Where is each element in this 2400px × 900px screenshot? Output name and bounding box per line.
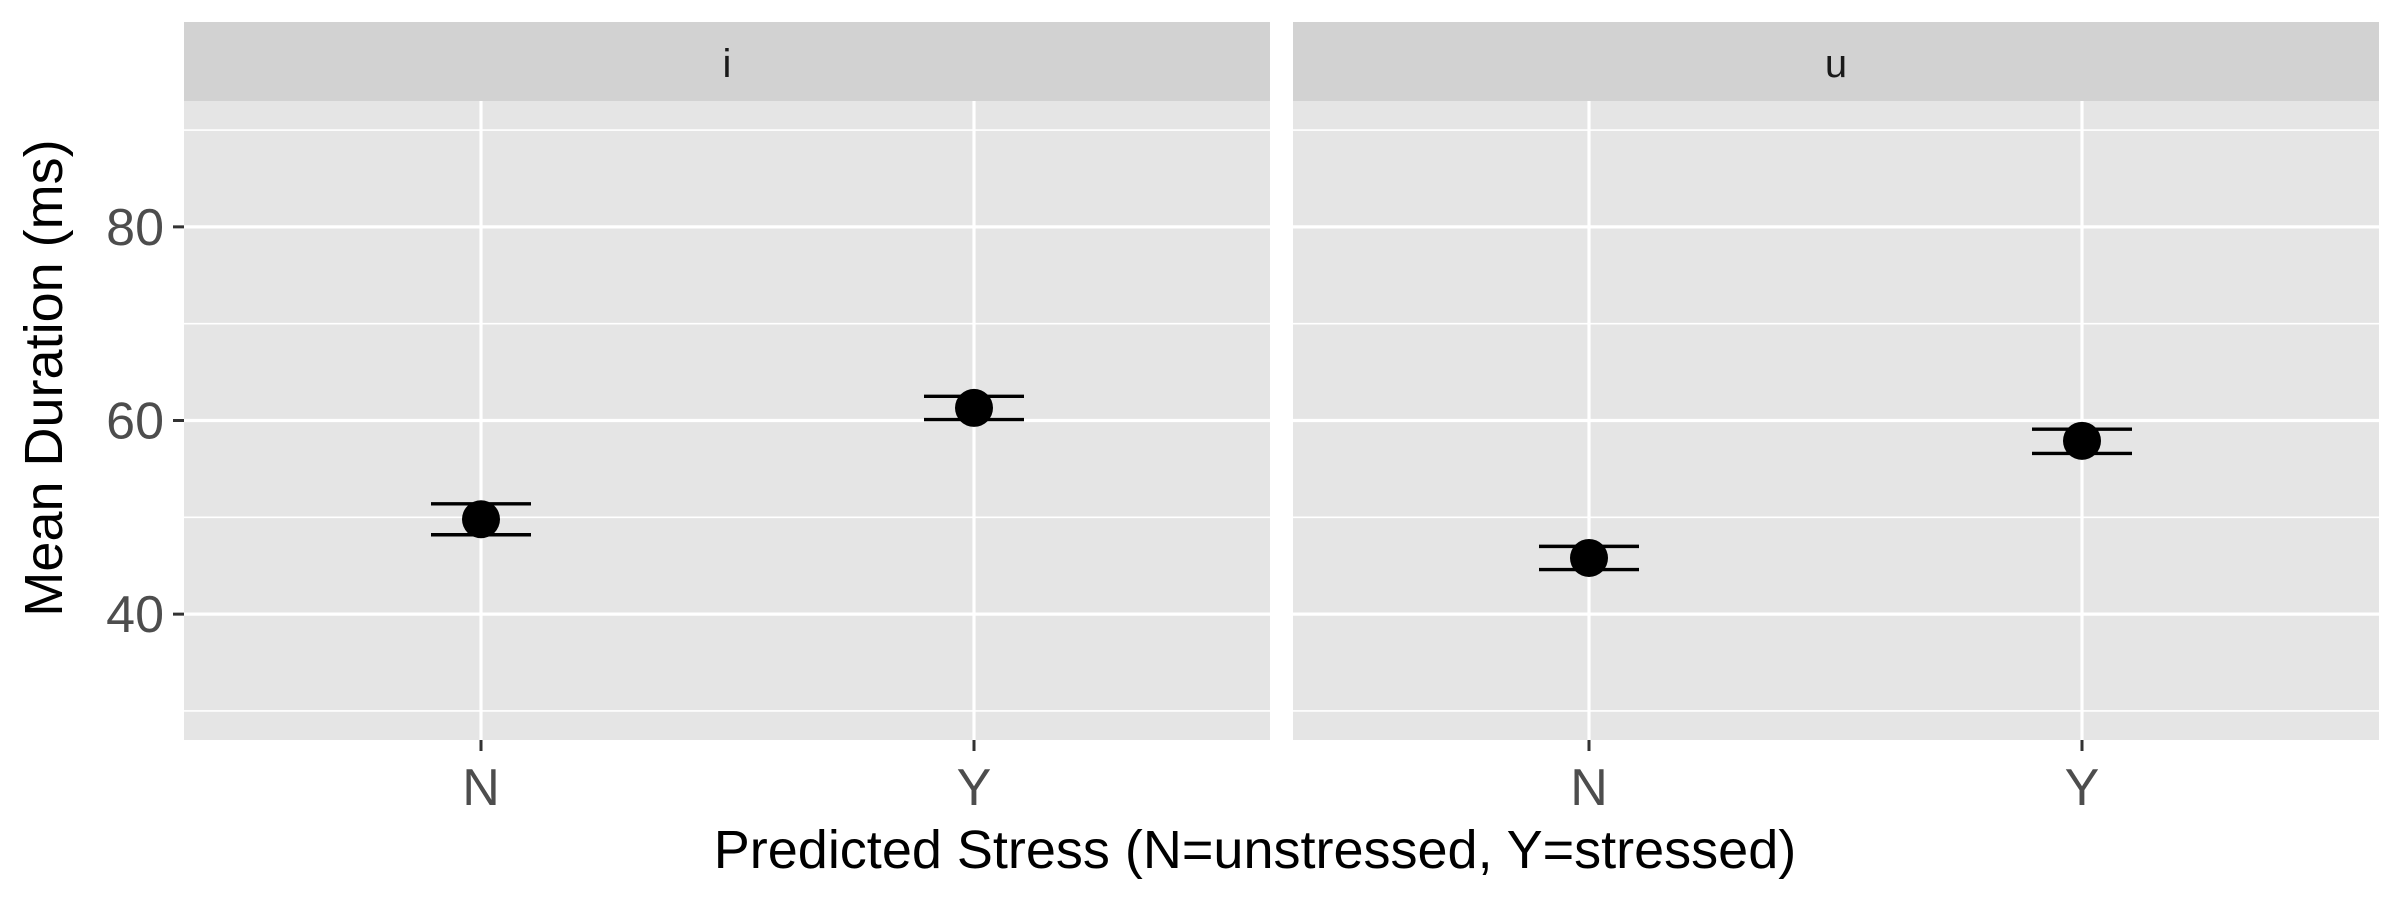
data-point-i-Y <box>955 388 993 427</box>
y-tick-label: 80 <box>106 199 164 257</box>
panel-i: i N Y <box>184 22 1270 817</box>
y-axis-title: Mean Duration (ms) <box>14 139 74 616</box>
data-point-u-N <box>1570 538 1608 577</box>
facet-strip-label: u <box>1825 42 1847 86</box>
facet-strip <box>184 22 1270 101</box>
x-axis-title: Predicted Stress (N=unstressed, Y=stress… <box>714 820 1796 880</box>
y-axis: 40 60 80 <box>106 199 184 644</box>
x-tick-label: N <box>1570 759 1608 817</box>
facet-strip-label: i <box>723 42 732 86</box>
y-tick-label: 40 <box>106 586 164 644</box>
y-tick-label: 60 <box>106 393 164 451</box>
panel-u: u N Y <box>1293 22 2379 817</box>
panels-layer: i N Yu N Y <box>184 22 2379 817</box>
x-tick-label: Y <box>957 759 992 817</box>
data-point-u-Y <box>2063 421 2101 460</box>
facet-strip <box>1293 22 2379 101</box>
x-tick-label: N <box>462 759 500 817</box>
x-tick-label: Y <box>2065 759 2100 817</box>
data-point-i-N <box>462 500 500 539</box>
